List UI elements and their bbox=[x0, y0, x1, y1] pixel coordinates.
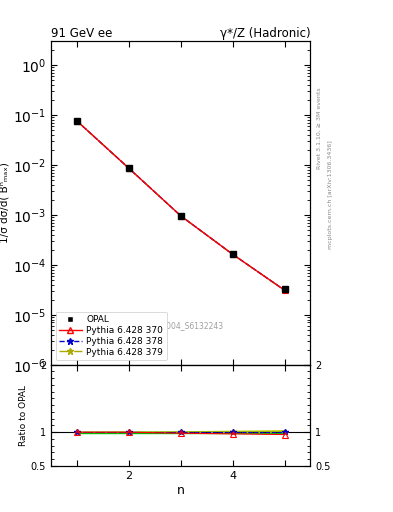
Y-axis label: Ratio to OPAL: Ratio to OPAL bbox=[19, 385, 28, 446]
Y-axis label: 1/σ dσ/d( Bⁿₘₐₓ): 1/σ dσ/d( Bⁿₘₐₓ) bbox=[0, 162, 10, 243]
Text: mcplots.cern.ch [arXiv:1306.3436]: mcplots.cern.ch [arXiv:1306.3436] bbox=[328, 140, 333, 249]
Text: 91 GeV ee: 91 GeV ee bbox=[51, 27, 112, 40]
Legend: OPAL, Pythia 6.428 370, Pythia 6.428 378, Pythia 6.428 379: OPAL, Pythia 6.428 370, Pythia 6.428 378… bbox=[55, 312, 167, 360]
Text: γ*/Z (Hadronic): γ*/Z (Hadronic) bbox=[220, 27, 310, 40]
Text: OPAL_2004_S6132243: OPAL_2004_S6132243 bbox=[138, 322, 223, 330]
X-axis label: n: n bbox=[177, 483, 185, 497]
Text: Rivet 3.1.10, ≥ 3M events: Rivet 3.1.10, ≥ 3M events bbox=[316, 87, 321, 169]
